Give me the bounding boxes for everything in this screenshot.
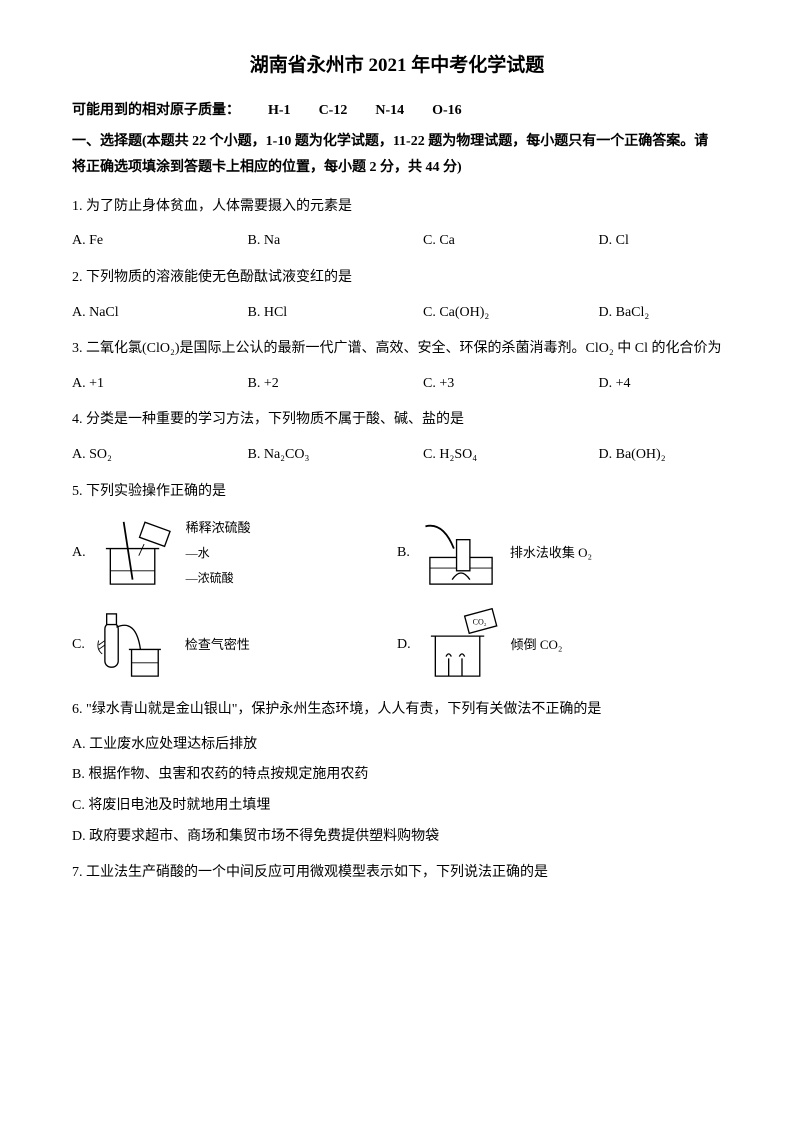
q1-opt-b: B. Na [248, 228, 424, 255]
q5-text: 5. 下列实验操作正确的是 [72, 479, 722, 506]
question-5: 5. 下列实验操作正确的是 A. 稀释浓硫酸 —水 —浓硫酸 B. [72, 479, 722, 686]
q3-opt-b: B. +2 [248, 371, 424, 398]
q5-diagram-a: A. 稀释浓硫酸 —水 —浓硫酸 [72, 513, 397, 593]
q3-opt-d: D. +4 [599, 371, 723, 398]
q5-d-caption: 倾倒 CO₂ [511, 633, 563, 658]
q5-row2: C. 检查气密性 D. CO₂ 倾倒 CO₂ [72, 605, 722, 685]
q1-opt-a: A. Fe [72, 228, 248, 255]
q5-c-label: C. [72, 632, 85, 659]
page-title: 湖南省永州市 2021 年中考化学试题 [72, 48, 722, 84]
atomic-mass-label: 可能用到的相对原子质量： [72, 103, 240, 118]
q6-opt-d: D. 政府要求超市、商场和集贸市场不得免费提供塑料购物袋 [72, 824, 722, 851]
question-1: 1. 为了防止身体贫血，人体需要摄入的元素是 A. Fe B. Na C. Ca… [72, 194, 722, 255]
beaker-icon-d: CO₂ [417, 605, 507, 685]
q2-opt-d: D. BaCl₂ [599, 300, 723, 327]
beaker-icon-b [416, 513, 506, 593]
q5-d-label: D. [397, 632, 411, 659]
q2-opt-c: C. Ca(OH)₂ [423, 300, 599, 327]
q1-opt-d: D. Cl [599, 228, 723, 255]
q5-diagram-c: C. 检查气密性 [72, 605, 397, 685]
q5-a-caption: 稀释浓硫酸 —水 —浓硫酸 [186, 516, 251, 590]
question-4: 4. 分类是一种重要的学习方法，下列物质不属于酸、碱、盐的是 A. SO₂ B.… [72, 407, 722, 468]
q2-opt-a: A. NaCl [72, 300, 248, 327]
q3-options: A. +1 B. +2 C. +3 D. +4 [72, 371, 722, 398]
q6-text: 6. "绿水青山就是金山银山"，保护永州生态环境，人人有责，下列有关做法不正确的… [72, 697, 722, 724]
q2-options: A. NaCl B. HCl C. Ca(OH)₂ D. BaCl₂ [72, 300, 722, 327]
beaker-icon-c [91, 605, 181, 685]
mass-c: C-12 [319, 103, 348, 118]
q1-options: A. Fe B. Na C. Ca D. Cl [72, 228, 722, 255]
section-header: 一、选择题(本题共 22 个小题，1-10 题为化学试题，11-22 题为物理试… [72, 129, 722, 182]
question-6: 6. "绿水青山就是金山银山"，保护永州生态环境，人人有责，下列有关做法不正确的… [72, 697, 722, 850]
q1-opt-c: C. Ca [423, 228, 599, 255]
q5-b-label: B. [397, 540, 410, 567]
q5-diagram-d: D. CO₂ 倾倒 CO₂ [397, 605, 722, 685]
q6-options: A. 工业废水应处理达标后排放 B. 根据作物、虫害和农药的特点按规定施用农药 … [72, 732, 722, 850]
q3-opt-a: A. +1 [72, 371, 248, 398]
q2-text: 2. 下列物质的溶液能使无色酚酞试液变红的是 [72, 265, 722, 292]
q5-b-caption: 排水法收集 O₂ [510, 541, 592, 566]
question-3: 3. 二氧化氯(ClO₂)是国际上公认的最新一代广谱、高效、安全、环保的杀菌消毒… [72, 336, 722, 397]
atomic-mass-info: 可能用到的相对原子质量： H-1 C-12 N-14 O-16 [72, 98, 722, 125]
q1-text: 1. 为了防止身体贫血，人体需要摄入的元素是 [72, 194, 722, 221]
q5-a-acid: 浓硫酸 [198, 571, 234, 585]
q5-c-caption: 检查气密性 [185, 633, 250, 658]
question-2: 2. 下列物质的溶液能使无色酚酞试液变红的是 A. NaCl B. HCl C.… [72, 265, 722, 326]
q4-opt-d: D. Ba(OH)₂ [599, 442, 723, 469]
co2-label: CO₂ [472, 618, 486, 627]
q5-a-water: 水 [198, 546, 210, 560]
question-7: 7. 工业法生产硝酸的一个中间反应可用微观模型表示如下，下列说法正确的是 [72, 860, 722, 887]
q4-opt-a: A. SO₂ [72, 442, 248, 469]
q3-text: 3. 二氧化氯(ClO₂)是国际上公认的最新一代广谱、高效、安全、环保的杀菌消毒… [72, 336, 722, 363]
q6-opt-a: A. 工业废水应处理达标后排放 [72, 732, 722, 759]
q3-opt-c: C. +3 [423, 371, 599, 398]
q6-opt-c: C. 将废旧电池及时就地用土填埋 [72, 793, 722, 820]
q5-diagram-b: B. 排水法收集 O₂ [397, 513, 722, 593]
q4-options: A. SO₂ B. Na₂CO₃ C. H₂SO₄ D. Ba(OH)₂ [72, 442, 722, 469]
q7-text: 7. 工业法生产硝酸的一个中间反应可用微观模型表示如下，下列说法正确的是 [72, 860, 722, 887]
mass-h: H-1 [268, 103, 291, 118]
q4-text: 4. 分类是一种重要的学习方法，下列物质不属于酸、碱、盐的是 [72, 407, 722, 434]
beaker-icon-a [92, 513, 182, 593]
q5-a-label: A. [72, 540, 86, 567]
q5-row1: A. 稀释浓硫酸 —水 —浓硫酸 B. [72, 513, 722, 593]
mass-n: N-14 [375, 103, 404, 118]
q4-opt-b: B. Na₂CO₃ [248, 442, 424, 469]
q2-opt-b: B. HCl [248, 300, 424, 327]
q6-opt-b: B. 根据作物、虫害和农药的特点按规定施用农药 [72, 762, 722, 789]
q5-a-cap-text: 稀释浓硫酸 [186, 520, 251, 535]
q4-opt-c: C. H₂SO₄ [423, 442, 599, 469]
mass-o: O-16 [432, 103, 462, 118]
